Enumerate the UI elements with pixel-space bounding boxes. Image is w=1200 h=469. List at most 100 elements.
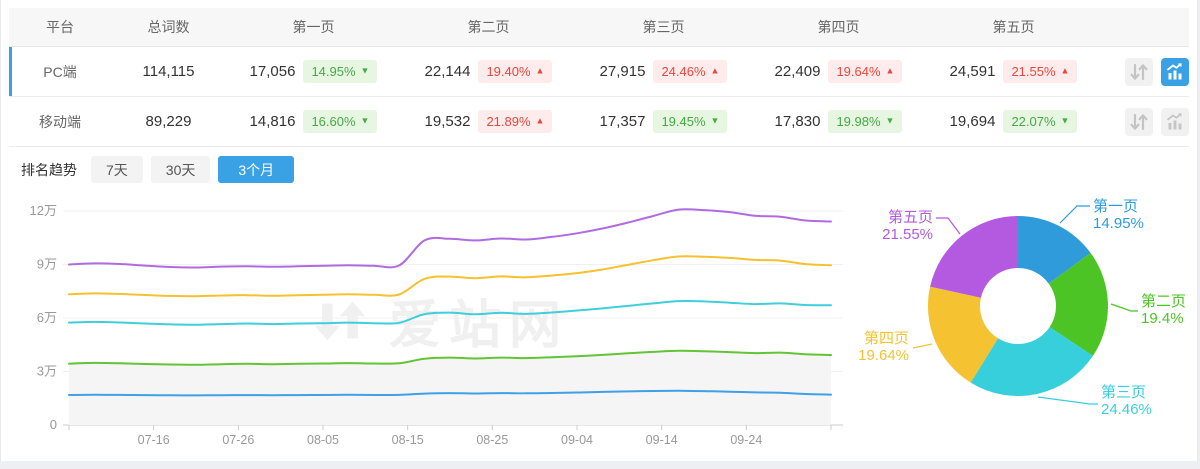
charts-area: 爱站网 0 3万 6万 9万 12万 07-16 07-26 08-05 08-15 08-25 0… bbox=[1, 191, 1197, 457]
y-axis-label: 6万 bbox=[37, 310, 57, 325]
donut-slice-label: 第二页 bbox=[1141, 292, 1186, 310]
donut-label-line bbox=[1110, 303, 1138, 312]
series-area bbox=[69, 350, 831, 425]
y-axis-label: 3万 bbox=[37, 364, 57, 379]
page-value: 27,915 bbox=[599, 63, 646, 80]
page-cell: 19,532 21.89% ▲ bbox=[401, 110, 576, 133]
page-cell: 17,357 19.45% ▼ bbox=[576, 110, 751, 133]
change-percent: 19.45% bbox=[661, 114, 706, 129]
donut-label-line bbox=[912, 343, 933, 349]
page-cell: 22,409 19.64% ▲ bbox=[751, 60, 926, 83]
series-line bbox=[68, 208, 832, 269]
sort-button[interactable] bbox=[1125, 57, 1153, 86]
page-cell: 27,915 24.46% ▲ bbox=[576, 60, 751, 83]
column-header: 第五页 bbox=[992, 19, 1035, 35]
donut-label-line bbox=[936, 217, 961, 235]
x-axis-label: 09-04 bbox=[561, 433, 593, 447]
change-percent: 21.89% bbox=[486, 114, 531, 129]
donut-slice-page-5[interactable] bbox=[930, 216, 1018, 298]
range-tab-1[interactable]: 7天 bbox=[91, 156, 143, 183]
donut-slice-page-4[interactable] bbox=[927, 286, 998, 383]
donut-slice-percent: 21.55% bbox=[882, 226, 933, 243]
arrow-up-icon: ▲ bbox=[535, 65, 545, 76]
series-line bbox=[68, 349, 832, 366]
arrow-up-icon: ▲ bbox=[710, 65, 720, 76]
donut-label-line bbox=[1059, 205, 1090, 224]
donut-slice-page-1[interactable] bbox=[1018, 216, 1091, 284]
arrow-up-icon: ▲ bbox=[1060, 65, 1070, 76]
donut-slice-label: 第五页 bbox=[888, 208, 933, 226]
change-badge: 21.55% ▲ bbox=[1003, 60, 1078, 83]
arrow-up-icon: ▲ bbox=[535, 115, 545, 126]
row-actions bbox=[1101, 107, 1193, 136]
change-badge: 22.07% ▼ bbox=[1003, 110, 1078, 133]
page-value: 22,144 bbox=[424, 63, 471, 80]
column-header: 平台 bbox=[46, 19, 74, 35]
donut-slice-percent: 19.64% bbox=[858, 347, 909, 364]
page-value: 17,830 bbox=[774, 113, 821, 130]
column-header: 第二页 bbox=[467, 19, 510, 35]
series-line bbox=[68, 299, 832, 326]
range-tab-2[interactable]: 30天 bbox=[150, 156, 211, 183]
sort-button[interactable] bbox=[1125, 107, 1153, 136]
page-cell: 19,694 22.07% ▼ bbox=[926, 110, 1101, 133]
page-value: 19,532 bbox=[424, 113, 471, 130]
x-axis-label: 08-05 bbox=[307, 433, 339, 447]
page-value: 19,694 bbox=[949, 113, 996, 130]
change-badge: 19.64% ▲ bbox=[828, 60, 903, 83]
series-line bbox=[68, 389, 832, 397]
y-axis-label: 9万 bbox=[37, 257, 57, 272]
change-badge: 19.40% ▲ bbox=[478, 60, 553, 83]
page-cell: 24,591 21.55% ▲ bbox=[926, 60, 1101, 83]
x-axis-label: 07-26 bbox=[222, 433, 254, 447]
donut-slice-page-2[interactable] bbox=[1048, 252, 1108, 356]
watermark: 爱站网 bbox=[311, 283, 569, 358]
change-badge: 19.45% ▼ bbox=[653, 110, 728, 133]
trend-chart-icon bbox=[1167, 62, 1182, 79]
sort-arrows-icon bbox=[1130, 113, 1148, 130]
table-row[interactable]: PC端 114,115 17,056 14.95% ▼ 22,144 19.40% ▲ 27,9… bbox=[9, 47, 1189, 97]
change-percent: 21.55% bbox=[1011, 64, 1056, 79]
range-tabs: 7天 30天 3个月 bbox=[91, 156, 295, 183]
series-line bbox=[68, 255, 832, 298]
page-value: 14,816 bbox=[249, 113, 296, 130]
arrow-down-icon: ▼ bbox=[1060, 115, 1070, 126]
change-badge: 21.89% ▲ bbox=[478, 110, 553, 133]
donut-slice-label: 第三页 bbox=[1101, 383, 1146, 401]
change-badge: 19.98% ▼ bbox=[828, 110, 903, 133]
range-tab-3[interactable]: 3个月 bbox=[218, 156, 295, 183]
donut-slice-percent: 14.95% bbox=[1093, 215, 1144, 232]
trend-chart-icon bbox=[1167, 112, 1182, 129]
total-count: 89,229 bbox=[145, 113, 192, 130]
chart-toggle-button[interactable] bbox=[1161, 57, 1189, 86]
page-distribution-donut[interactable]: 第一页 14.95% 第二页 19.4% 第三页 24.46% 第四页 19.64% 第五页 21… bbox=[857, 191, 1197, 453]
page-cell: 22,144 19.40% ▲ bbox=[401, 60, 576, 83]
trend-line-chart[interactable]: 爱站网 0 3万 6万 9万 12万 07-16 07-26 08-05 08-15 08-25 0… bbox=[1, 191, 857, 457]
arrow-down-icon: ▼ bbox=[885, 115, 895, 126]
page-cell: 14,816 16.60% ▼ bbox=[226, 110, 401, 133]
column-header: 第四页 bbox=[817, 19, 860, 35]
platform-cell: 移动端 bbox=[39, 113, 81, 130]
page-cell: 17,830 19.98% ▼ bbox=[751, 110, 926, 133]
total-count: 114,115 bbox=[142, 63, 195, 80]
change-percent: 14.95% bbox=[311, 64, 356, 79]
page-value: 24,591 bbox=[949, 63, 996, 80]
chart-toggle-button[interactable] bbox=[1161, 107, 1189, 136]
donut-slice-label: 第一页 bbox=[1093, 197, 1138, 215]
change-percent: 24.46% bbox=[661, 64, 706, 79]
column-header: 第三页 bbox=[642, 19, 685, 35]
arrow-down-icon: ▼ bbox=[360, 115, 370, 126]
donut-slice-percent: 19.4% bbox=[1141, 310, 1184, 327]
row-actions bbox=[1101, 57, 1193, 86]
watermark-text: 爱站网 bbox=[389, 297, 570, 355]
table-row[interactable]: 移动端 89,229 14,816 16.60% ▼ 19,532 21.89% ▲ 17,35… bbox=[9, 97, 1189, 147]
x-axis-label: 08-25 bbox=[476, 433, 508, 447]
platform-cell: PC端 bbox=[43, 63, 77, 80]
trend-section-title: 排名趋势 bbox=[21, 161, 77, 178]
x-axis-label: 07-16 bbox=[138, 433, 170, 447]
donut-slice-page-3[interactable] bbox=[970, 327, 1093, 397]
trend-toolbar: 排名趋势 7天 30天 3个月 bbox=[1, 147, 1197, 191]
change-badge: 16.60% ▼ bbox=[303, 110, 378, 133]
change-percent: 22.07% bbox=[1011, 114, 1056, 129]
